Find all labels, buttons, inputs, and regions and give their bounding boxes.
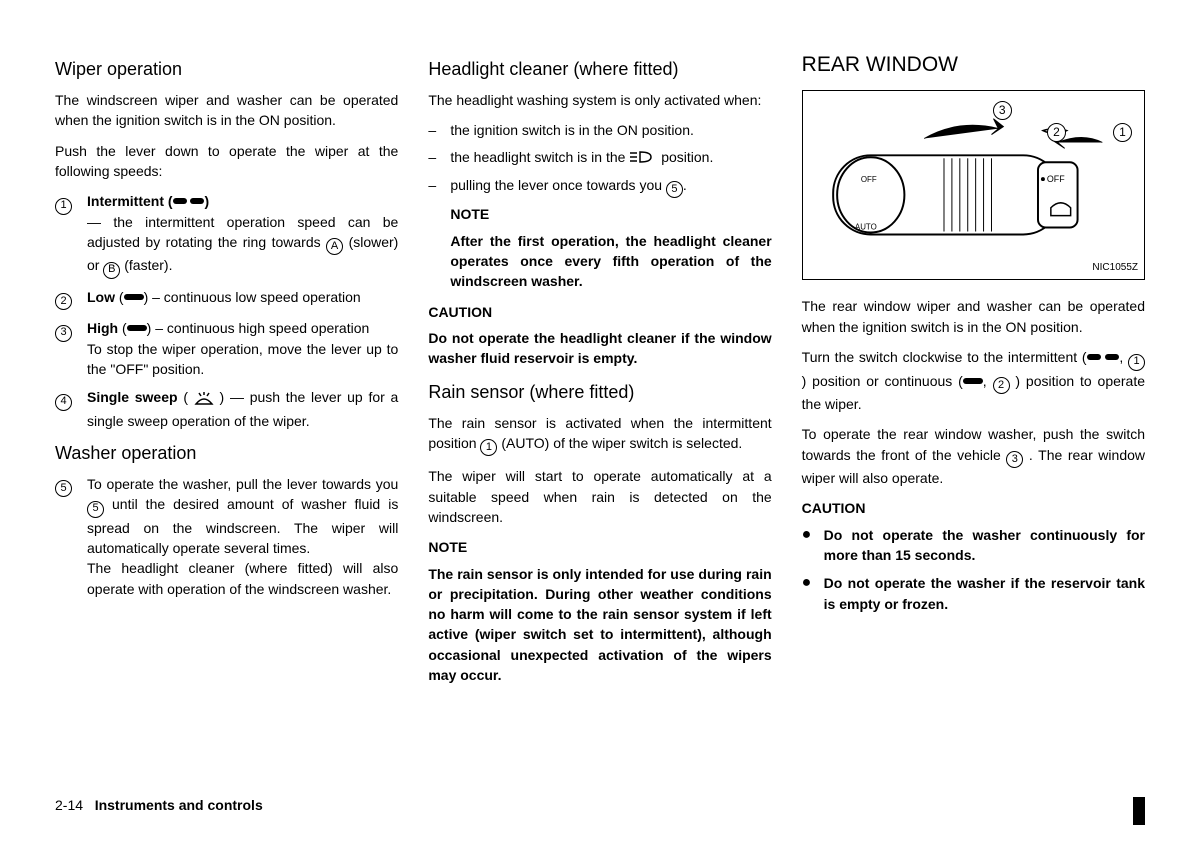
bullet-marker: ● — [802, 573, 824, 614]
page-number: 2-14 — [55, 797, 83, 813]
note-label: NOTE — [450, 204, 771, 224]
page-columns: Wiper operation The windscreen wiper and… — [55, 50, 1145, 695]
low-bar-icon — [963, 378, 983, 384]
item-body: Intermittent ( ) — the intermittent oper… — [87, 191, 398, 279]
list-item: 2 Low () – continuous low speed operatio… — [55, 287, 398, 310]
heading-rain-sensor: Rain sensor (where fitted) — [428, 379, 771, 405]
item-body: Single sweep ( ) — push the lever up for… — [87, 387, 398, 432]
list-item: ●Do not operate the washer continuously … — [802, 525, 1145, 566]
note-text: The rain sensor is only intended for use… — [428, 564, 771, 686]
page-footer: 2-14 Instruments and controls — [55, 795, 263, 815]
column-1: Wiper operation The windscreen wiper and… — [55, 50, 398, 695]
headlight-symbol-icon — [629, 149, 657, 169]
item-marker: 4 — [55, 387, 87, 432]
item-body: High () – continuous high speed operatio… — [87, 318, 398, 379]
dash-marker: – — [428, 147, 450, 169]
caution-label: CAUTION — [428, 302, 771, 322]
rain-p2: The wiper will start to operate automati… — [428, 466, 771, 527]
rear-p1: The rear window wiper and washer can be … — [802, 296, 1145, 337]
low-bar-icon — [124, 294, 144, 300]
item-body: Low () – continuous low speed operation — [87, 287, 398, 310]
page-edge-marker — [1133, 797, 1145, 825]
item-marker: 1 — [55, 191, 87, 279]
item-marker: 2 — [55, 287, 87, 310]
rear-cautions: ●Do not operate the washer continuously … — [802, 525, 1145, 614]
heading-wiper-operation: Wiper operation — [55, 56, 398, 82]
rear-p2: Turn the switch clockwise to the intermi… — [802, 347, 1145, 414]
heading-washer-operation: Washer operation — [55, 440, 398, 466]
headlight-intro: The headlight washing system is only act… — [428, 90, 771, 110]
list-item: 1 Intermittent ( ) — the intermittent op… — [55, 191, 398, 279]
note-label: NOTE — [428, 537, 771, 557]
heading-rear-window: REAR WINDOW — [802, 50, 1145, 80]
svg-text:OFF: OFF — [861, 175, 877, 184]
dash-marker: – — [428, 120, 450, 140]
washer-list: 5 To operate the washer, pull the lever … — [55, 474, 398, 599]
caution-text: Do not operate the headlight cleaner if … — [428, 328, 771, 369]
list-item: –the ignition switch is in the ON positi… — [428, 120, 771, 140]
headlight-conditions: –the ignition switch is in the ON positi… — [428, 120, 771, 198]
heading-headlight-cleaner: Headlight cleaner (where fitted) — [428, 56, 771, 82]
list-item: 4 Single sweep ( ) — push the lever up f… — [55, 387, 398, 432]
wiper-intro-text: The windscreen wiper and washer can be o… — [55, 90, 398, 131]
list-item: 3 High () – continuous high speed operat… — [55, 318, 398, 379]
item-body: To operate the washer, pull the lever to… — [87, 474, 398, 599]
column-3: REAR WINDOW AUTO OFF OFF — [802, 50, 1145, 695]
rain-p1: The rain sensor is activated when the in… — [428, 413, 771, 457]
column-2: Headlight cleaner (where fitted) The hea… — [428, 50, 771, 695]
svg-text:OFF: OFF — [1047, 174, 1065, 184]
intermittent-short-icon — [190, 198, 204, 204]
dash-marker: – — [428, 175, 450, 198]
rear-wiper-figure: AUTO OFF OFF 3 2 1 NIC1055Z — [802, 90, 1145, 280]
callout-3: 3 — [993, 101, 1012, 120]
list-item: –the headlight switch is in the position… — [428, 147, 771, 169]
list-item: ●Do not operate the washer if the reserv… — [802, 573, 1145, 614]
figure-label: NIC1055Z — [1092, 261, 1138, 276]
high-bar-icon — [127, 325, 147, 331]
wiper-stalk-illustration: AUTO OFF OFF — [803, 91, 1144, 279]
svg-text:AUTO: AUTO — [855, 223, 877, 232]
list-item: –pulling the lever once towards you 5. — [428, 175, 771, 198]
wiper-speed-list: 1 Intermittent ( ) — the intermittent op… — [55, 191, 398, 431]
note-text: After the first operation, the headlight… — [450, 231, 771, 292]
intermittent-short-icon — [1105, 354, 1119, 360]
list-item: 5 To operate the washer, pull the lever … — [55, 474, 398, 599]
item-marker: 3 — [55, 318, 87, 379]
caution-label: CAUTION — [802, 498, 1145, 518]
bullet-marker: ● — [802, 525, 824, 566]
washer-icon — [194, 391, 214, 411]
intermittent-short-icon — [1087, 354, 1101, 360]
item-marker: 5 — [55, 474, 87, 599]
intermittent-short-icon — [173, 198, 187, 204]
wiper-speeds-text: Push the lever down to operate the wiper… — [55, 141, 398, 182]
section-title: Instruments and controls — [95, 797, 263, 813]
rear-p3: To operate the rear window washer, push … — [802, 424, 1145, 488]
